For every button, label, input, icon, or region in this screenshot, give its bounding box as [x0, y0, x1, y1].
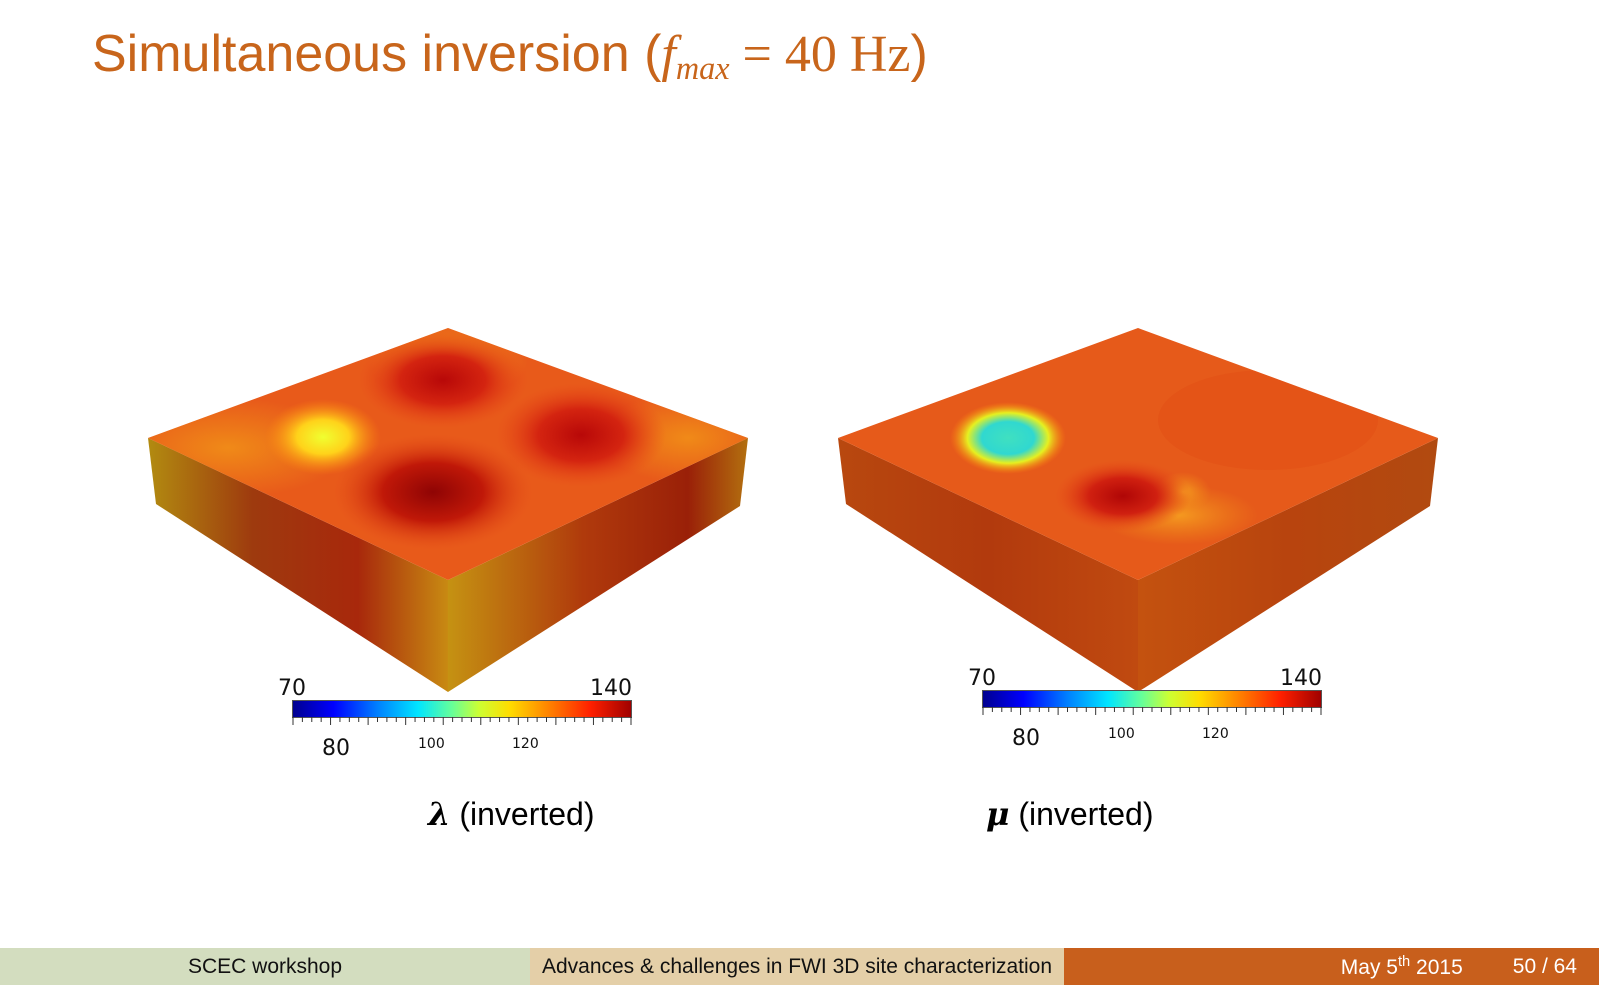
- colorbar-gradient: [292, 700, 632, 718]
- colorbar-min-label: 70: [278, 676, 306, 701]
- mu-colorbar: 70 140 80 100 120: [968, 666, 1332, 766]
- footer-date: May 5th 2015: [1340, 953, 1463, 979]
- colorbar-max-label: 140: [590, 676, 632, 701]
- title-math-sub: max: [675, 50, 730, 87]
- mu-caption: μ (inverted): [986, 795, 1154, 833]
- slide-title: Simultaneous inversion (fmax = 40 Hz): [92, 25, 928, 87]
- lambda-block-render: [148, 328, 748, 692]
- footer-talk-title: Advances & challenges in FWI 3D site cha…: [530, 948, 1064, 985]
- colorbar-ticks: [982, 707, 1322, 715]
- colorbar-max-label: 140: [1280, 666, 1322, 691]
- colorbar-ticks: [292, 717, 632, 725]
- mu-block-figure: [838, 320, 1442, 700]
- footer-page-number: 50 / 64: [1512, 954, 1577, 978]
- colorbar-tick-label-120: 120: [1202, 726, 1229, 742]
- colorbar-tick-label-100: 100: [418, 736, 445, 752]
- colorbar-tick-label-100: 100: [1108, 726, 1135, 742]
- lambda-symbol: λ: [428, 795, 451, 833]
- mu-block-render: [838, 328, 1438, 692]
- colorbar-tick-label-80: 80: [1012, 726, 1040, 751]
- footer-bar: SCEC workshop Advances & challenges in F…: [0, 948, 1599, 985]
- title-math-f: f: [661, 26, 676, 83]
- mu-symbol: μ: [986, 795, 1010, 833]
- colorbar-tick-label-80: 80: [322, 736, 350, 761]
- lambda-colorbar: 70 140 80 100 120: [278, 676, 642, 776]
- lambda-caption: λ (inverted): [428, 795, 595, 833]
- lambda-block-figure: [148, 320, 752, 700]
- footer-info: May 5th 2015 50 / 64: [1064, 948, 1599, 985]
- colorbar-min-label: 70: [968, 666, 996, 691]
- colorbar-gradient: [982, 690, 1322, 708]
- colorbar-tick-label-120: 120: [512, 736, 539, 752]
- footer-event: SCEC workshop: [0, 948, 530, 985]
